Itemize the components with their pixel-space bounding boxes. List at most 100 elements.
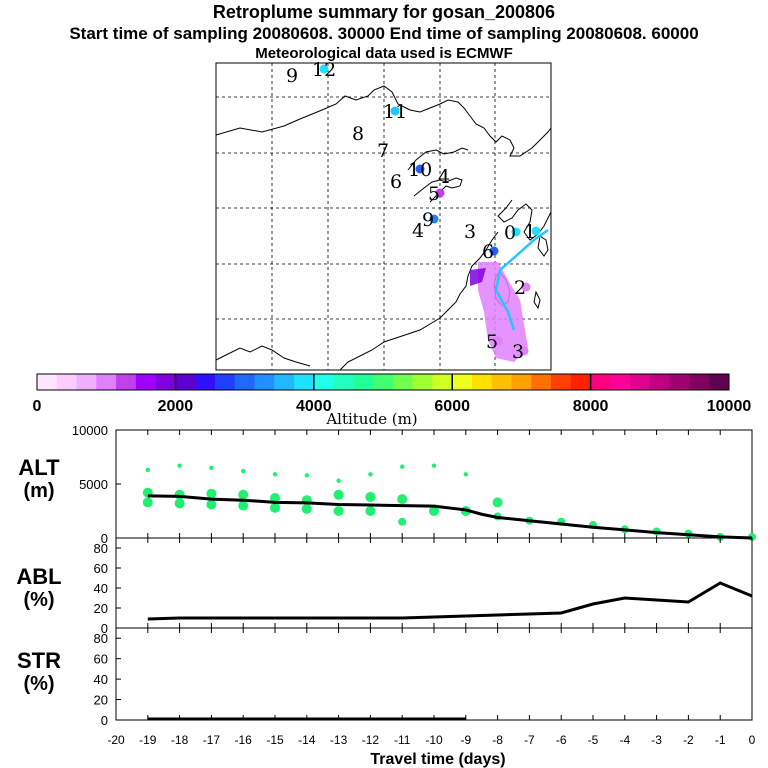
trajectory-day-label: 8: [352, 123, 364, 145]
x-tick-label: -7: [524, 733, 535, 747]
met-data-note: Meteorological data used is ECMWF: [255, 45, 513, 62]
x-tick-label: -9: [460, 733, 471, 747]
trajectory-day-label: 9: [286, 65, 298, 87]
colorbar-swatch: [116, 374, 137, 390]
altitude-point: [177, 463, 182, 468]
trajectory-day-label: 12: [312, 59, 336, 81]
altitude-point: [206, 488, 217, 499]
altitude-point: [463, 472, 468, 477]
colorbar-swatch: [689, 374, 710, 390]
colorbar-swatch: [96, 374, 117, 390]
y-tick-label: 80: [94, 631, 108, 646]
x-tick-label: -2: [683, 733, 694, 747]
colorbar-swatch: [491, 374, 513, 390]
altitude-point: [206, 499, 217, 510]
trajectory-day-label: 7: [377, 140, 389, 162]
abl-unit: (%): [23, 589, 55, 611]
colorbar-swatch: [392, 374, 414, 390]
trajectory-day-label: 6: [482, 241, 494, 263]
str-panel-label: STR (%): [4, 649, 74, 696]
altitude-point: [272, 472, 278, 477]
altitude-point: [301, 503, 312, 514]
colorbar-tick-label: 10000: [707, 398, 752, 415]
colorbar-tick-label: 0: [33, 398, 42, 415]
trajectory-dot: [319, 64, 329, 74]
trajectory-day-label: 2: [514, 277, 526, 299]
x-tick-label: -1: [715, 733, 726, 747]
trajectory-dot: [390, 106, 400, 116]
altitude-point: [209, 465, 214, 470]
colorbar-swatch: [294, 374, 315, 390]
str-unit: (%): [23, 673, 55, 695]
altitude-point: [400, 464, 405, 469]
colorbar-tick-label: 8000: [573, 398, 609, 415]
trajectory-dot: [511, 227, 521, 237]
x-tick-label: -4: [619, 733, 630, 747]
trajectory-day-label: 3: [464, 221, 476, 243]
map-gridlines: [216, 63, 551, 370]
trajectory-dot: [519, 346, 529, 356]
altitude-point: [365, 506, 376, 516]
y-tick-label: 20: [94, 693, 108, 708]
abl-label: ABL: [16, 564, 62, 589]
x-tick-label: -19: [139, 733, 157, 747]
altitude-point: [270, 502, 280, 513]
x-tick-label: -20: [107, 733, 125, 747]
trajectory-dot: [429, 214, 439, 224]
trajectory-dot: [489, 246, 499, 256]
colorbar-swatch: [590, 374, 611, 390]
trajectory-dot: [531, 226, 541, 236]
colorbar-swatch: [669, 374, 690, 390]
y-tick-label: 60: [94, 561, 108, 576]
plume-area-high: [470, 268, 486, 286]
x-tick-label: -15: [266, 733, 284, 747]
x-tick-label: -17: [203, 733, 221, 747]
trajectory-day-label: 1: [524, 221, 536, 243]
series-line-abl: [147, 581, 753, 621]
colorbar-frame: [36, 373, 730, 391]
y-tick-label: 40: [94, 581, 108, 596]
x-tick-label: -5: [588, 733, 599, 747]
altitude-point: [333, 506, 344, 516]
altitude-point: [336, 478, 341, 483]
abl-panel-label: ABL (%): [4, 564, 74, 612]
colorbar-swatch: [412, 374, 433, 390]
trajectory-dot: [493, 336, 503, 346]
x-tick-label: -14: [298, 733, 316, 747]
trajectory-day-label: 4: [438, 166, 450, 188]
colorbar-swatch: [254, 374, 275, 390]
colorbar-swatch: [274, 374, 295, 390]
altitude-point: [429, 506, 439, 516]
x-tick-label: -18: [171, 733, 189, 747]
colorbar-swatch: [531, 374, 552, 390]
panel-frame: [115, 537, 753, 629]
alt-unit: (m): [23, 480, 55, 502]
colorbar-title: Altitude (m): [325, 410, 417, 428]
colorbar-swatch: [333, 374, 354, 390]
colorbar-swatch: [610, 374, 631, 390]
trajectory-day-label: 6: [390, 171, 402, 193]
trajectory-day-label: 0: [504, 222, 516, 244]
y-tick-label: 0: [101, 621, 108, 636]
panel-frame: [115, 429, 753, 539]
colorbar-swatch: [452, 374, 473, 390]
colorbar-swatch: [135, 374, 157, 390]
plume-area: [478, 262, 528, 362]
x-tick-label: -11: [394, 733, 411, 747]
trajectory-path: [494, 228, 549, 331]
colorbar-swatch: [234, 374, 255, 390]
trajectory-day-label: 5: [428, 183, 440, 205]
x-tick-label: -12: [362, 733, 380, 747]
colorbar-swatch: [432, 374, 453, 390]
trajectory-day-label: 11: [383, 101, 407, 123]
y-tick-label: 0: [101, 531, 108, 546]
y-tick-label: 5000: [79, 477, 108, 492]
y-tick-label: 40: [94, 672, 108, 687]
colorbar-swatch: [214, 374, 236, 390]
map-coastlines: [215, 85, 552, 371]
colorbar-swatch: [551, 374, 572, 390]
trajectory-day-label: 4: [412, 220, 424, 242]
